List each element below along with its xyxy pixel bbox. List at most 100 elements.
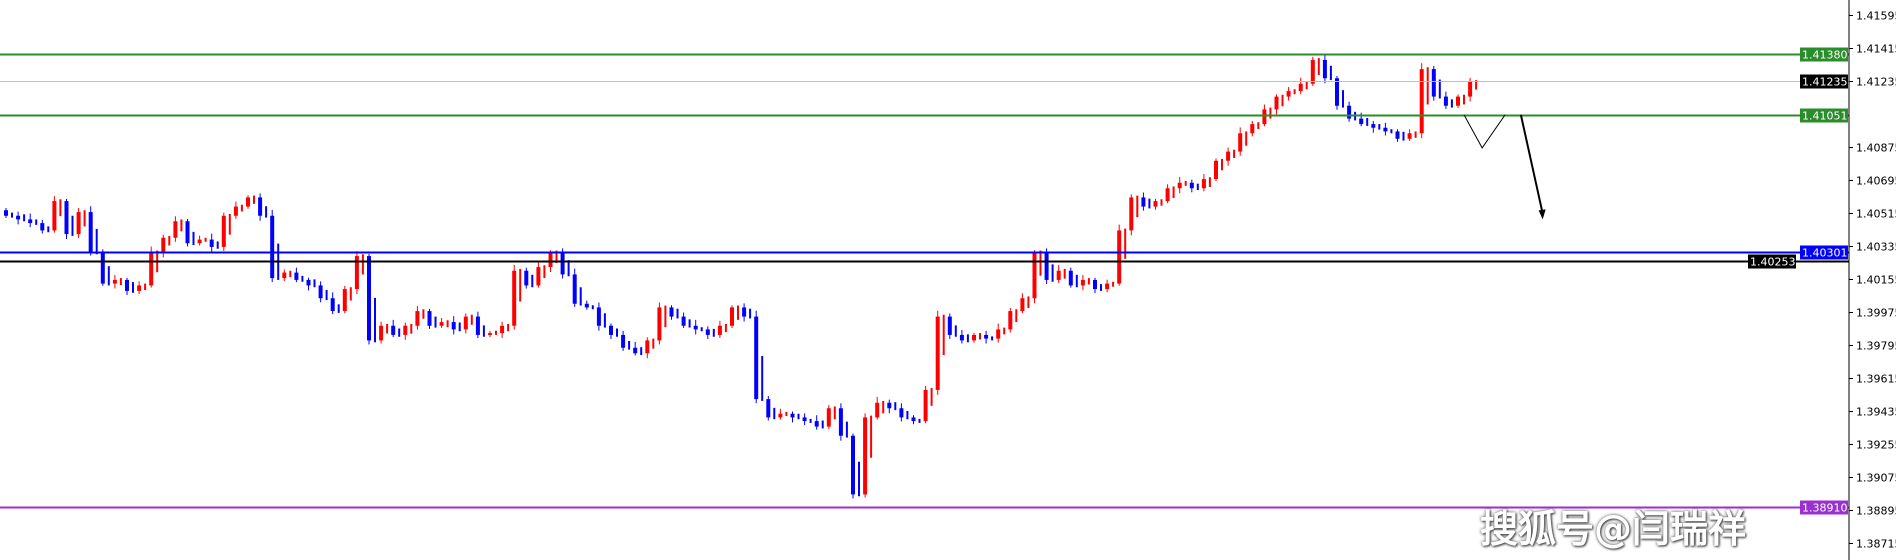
candle-body [354, 256, 359, 290]
candle-body [512, 270, 517, 326]
candle-body [1080, 279, 1085, 286]
candle-body [1274, 96, 1279, 110]
candle-body [475, 316, 480, 335]
candle-body [270, 215, 275, 279]
level-label: 1.41051 [1802, 110, 1848, 123]
candle-body [1371, 124, 1376, 128]
candle-body [548, 252, 553, 268]
tick-label: 1.41235 [1856, 76, 1896, 89]
candle-body [233, 206, 238, 216]
candle-body [693, 325, 698, 330]
candle-body [342, 289, 347, 312]
candle-body [923, 389, 928, 422]
candle-body [197, 239, 202, 244]
candle-body [1468, 81, 1473, 97]
candle-body [1238, 133, 1243, 152]
candle-body [572, 274, 577, 304]
candle-body [754, 316, 759, 400]
candle-body [209, 239, 214, 247]
candle-body [657, 307, 662, 341]
candle-body [1298, 83, 1303, 92]
candle-body [1068, 270, 1073, 286]
candle-body [415, 311, 420, 326]
candle-body [125, 279, 129, 291]
candle-body [1226, 151, 1231, 161]
candle-body [730, 307, 734, 326]
candle-body [863, 417, 868, 495]
candle-body [488, 333, 492, 335]
candle-body [1165, 188, 1170, 202]
candle-body [947, 316, 952, 335]
candle-body [1335, 78, 1339, 106]
candle-body [76, 212, 81, 235]
level-labels: 1.41380 1.41235 1.41051 1.40301 1.40253 1.389… [1748, 47, 1848, 515]
candle-body [1177, 182, 1182, 189]
candle-body [16, 215, 21, 220]
candle-body [1262, 109, 1267, 125]
candle-body [1250, 124, 1255, 134]
candle-body [875, 402, 880, 418]
candle-body [935, 316, 940, 390]
candle-body [778, 413, 783, 418]
tick-label: 1.39795 [1856, 340, 1896, 353]
candle-body [1214, 160, 1218, 180]
candle-body [766, 399, 771, 418]
candle-body [1141, 197, 1146, 207]
zigzag-projection [1463, 114, 1506, 149]
candle-body [887, 402, 892, 409]
candle-body [403, 325, 408, 335]
tick-label: 1.39615 [1856, 373, 1896, 386]
candle-body [899, 408, 904, 418]
arrow-head-icon [1538, 209, 1546, 220]
candle-body [826, 408, 831, 427]
candle-body [984, 334, 989, 339]
candle-body [439, 322, 444, 326]
candle-body [64, 201, 69, 235]
candle-body [367, 256, 371, 341]
candle-body [1383, 127, 1388, 132]
level-label-bg [1748, 254, 1796, 269]
candle-body [4, 210, 8, 216]
candle-body [972, 334, 976, 341]
tick-label: 1.40155 [1856, 274, 1896, 287]
candle-body [282, 272, 287, 279]
candle-body [294, 272, 299, 280]
candle-body [560, 252, 565, 275]
candle-body [790, 413, 795, 418]
candle-body [451, 322, 456, 330]
candle-body [621, 334, 626, 348]
level-label: 1.40301 [1802, 247, 1848, 260]
tick-label: 1.39075 [1856, 472, 1896, 485]
candle-body [1431, 69, 1436, 97]
candle-body [28, 219, 33, 224]
horizontal-levels [0, 53, 1849, 509]
candle-body [1189, 182, 1194, 189]
level-label-bg [1800, 108, 1848, 123]
candle-body [1056, 270, 1061, 280]
candle-body [1201, 179, 1206, 189]
candle-body [681, 316, 686, 326]
candle-body [258, 197, 263, 216]
level-label: 1.40253 [1750, 256, 1796, 269]
candle-body [1020, 298, 1025, 312]
candle-body [112, 279, 117, 284]
candle-body [633, 347, 638, 354]
tick-label: 1.39975 [1856, 307, 1896, 320]
candle-body [185, 221, 190, 244]
candle-body [1032, 252, 1037, 299]
watermark: 搜狐号@闫瑞祥 [1480, 507, 1747, 551]
tick-label: 1.40875 [1856, 142, 1896, 155]
candle-body [814, 421, 819, 427]
tick-label: 1.39255 [1856, 439, 1896, 452]
candle-body [959, 334, 964, 341]
candle-body [88, 212, 93, 253]
candle-body [149, 252, 154, 286]
candle-body [1044, 252, 1049, 280]
candle-body [1093, 279, 1097, 290]
candle-body [838, 408, 843, 436]
candle-body [427, 311, 432, 326]
level-label-bg [1800, 500, 1848, 515]
candle-body [1395, 131, 1400, 139]
